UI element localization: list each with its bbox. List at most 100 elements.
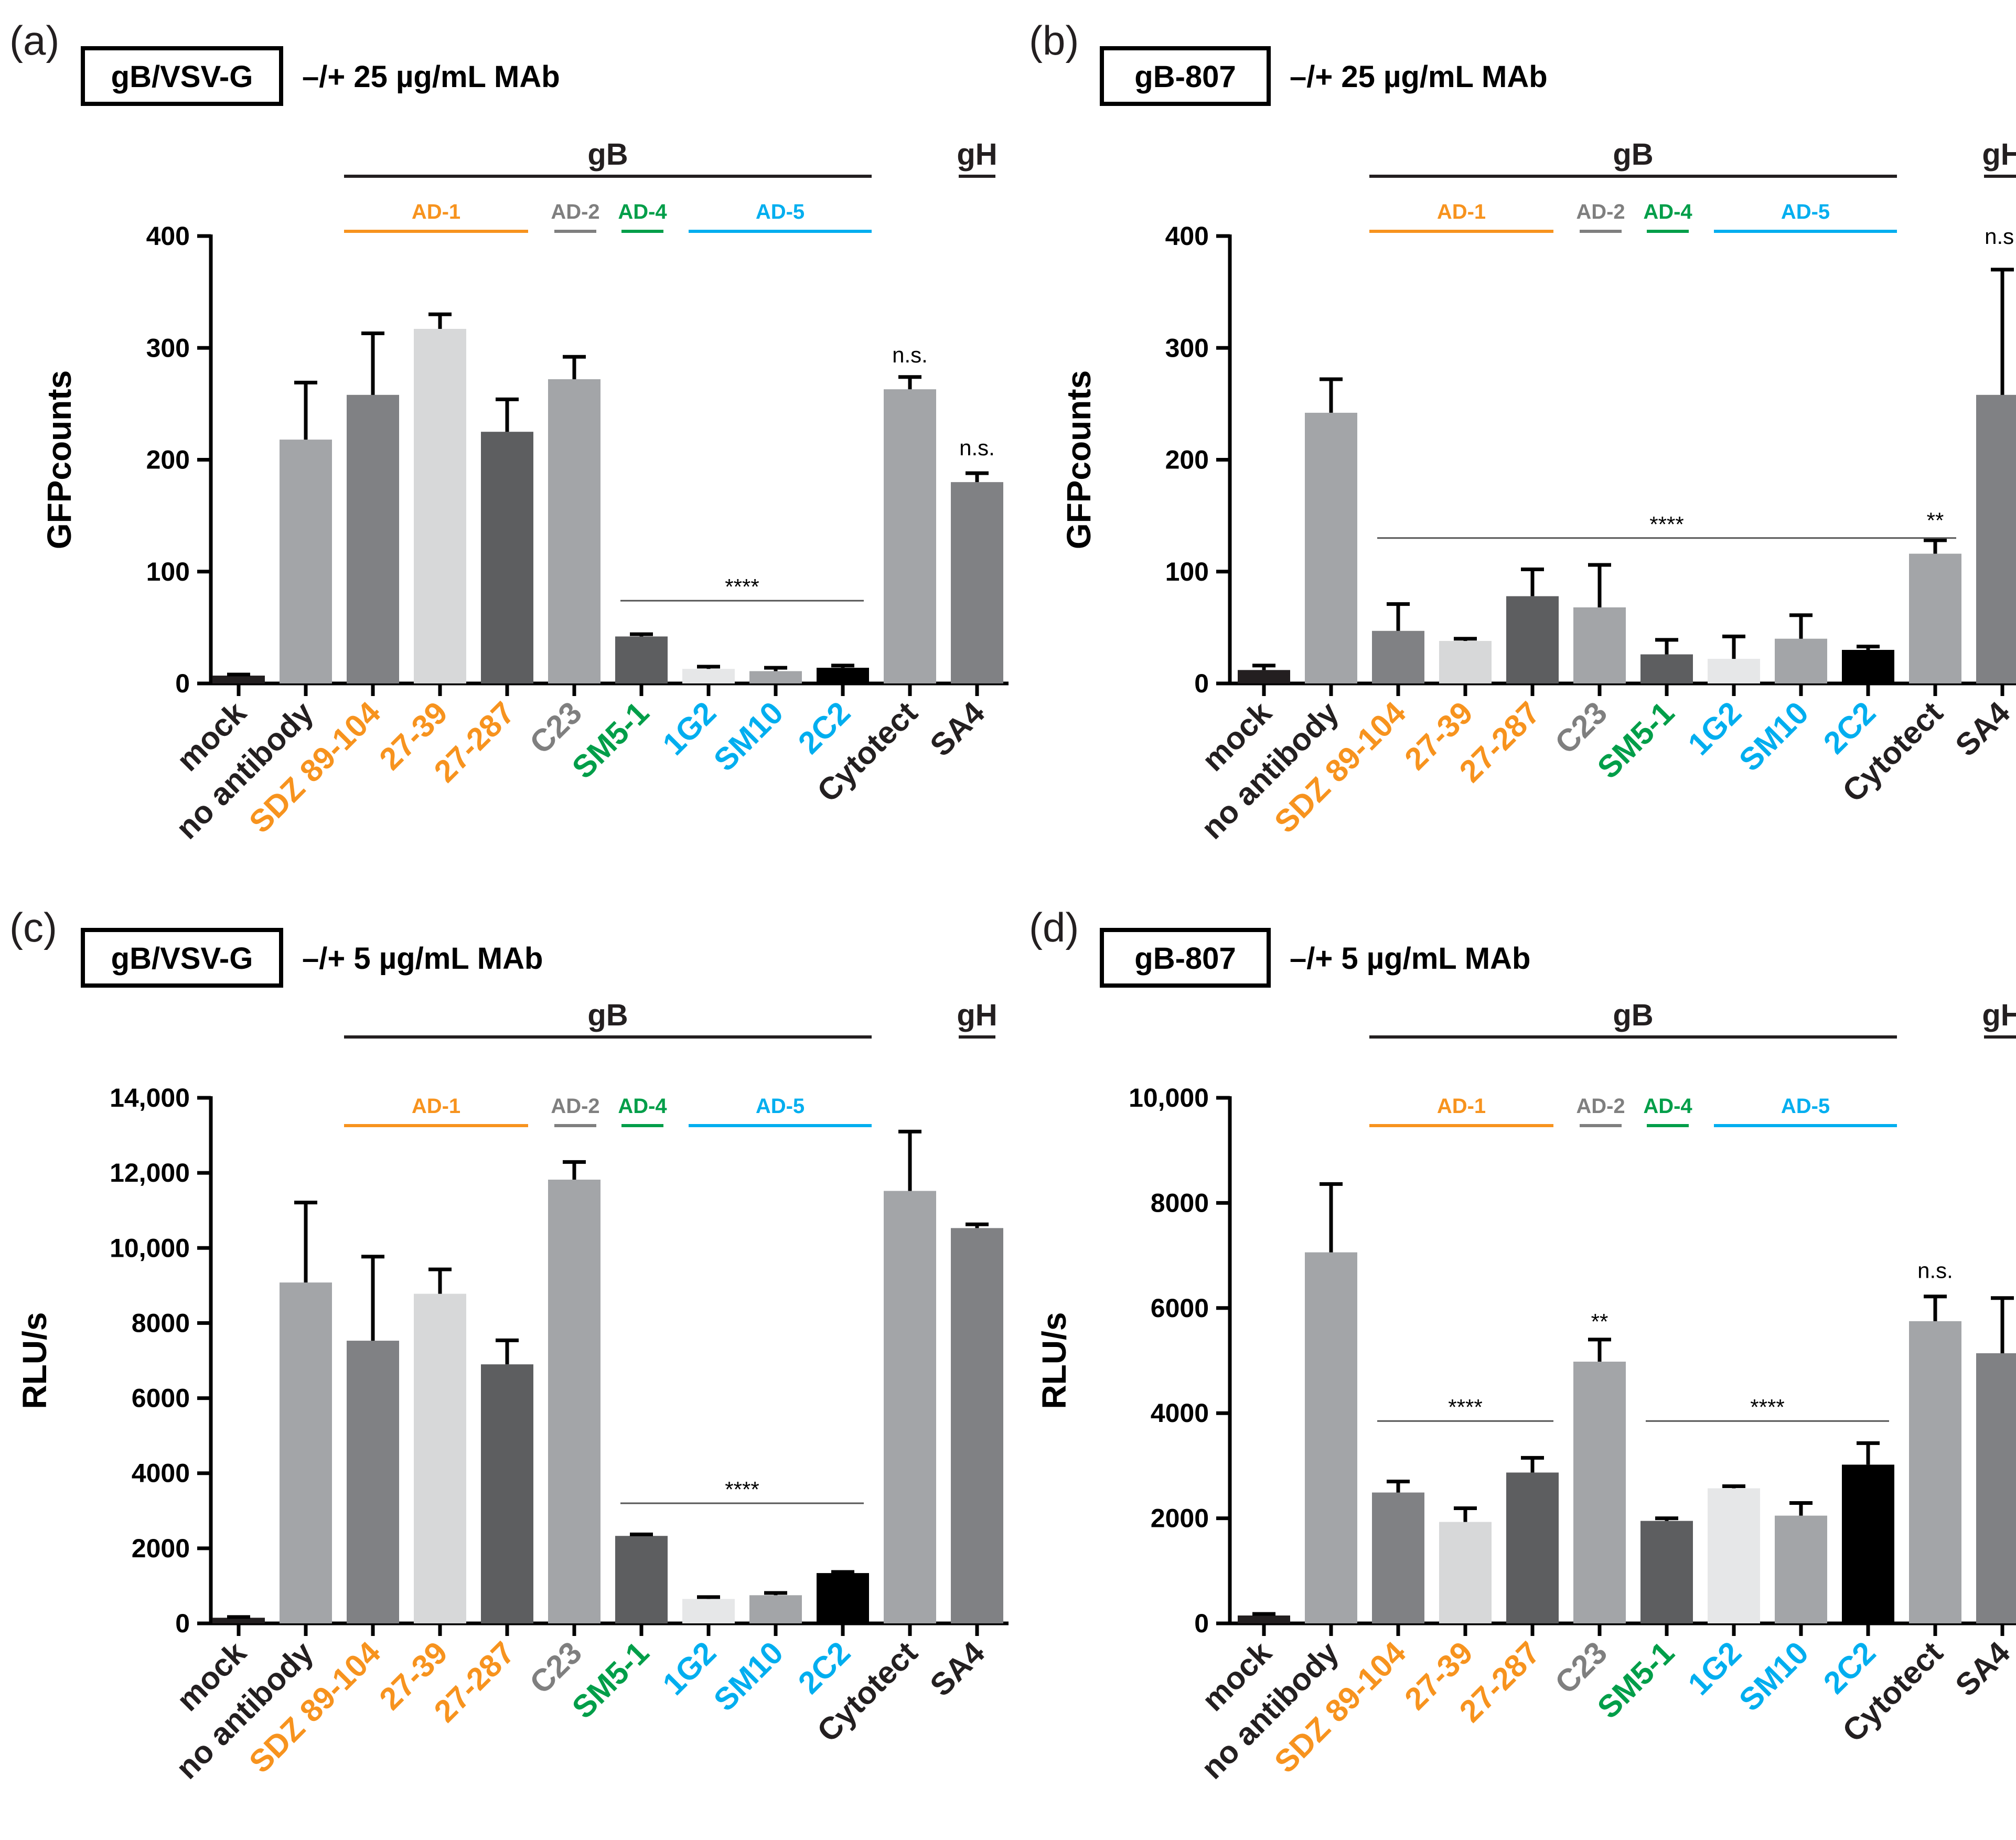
header-box (1100, 46, 1271, 106)
y-tick-label: 100 (146, 557, 190, 586)
x-tick-label-11: SA4 (1948, 694, 2016, 763)
bar-1 (280, 1282, 332, 1623)
domain-label-AD2: AD-2 (551, 1095, 599, 1118)
x-tick-label-6: SM5-1 (1591, 695, 1681, 785)
bar-8 (1775, 1515, 1827, 1623)
bar-6 (615, 636, 668, 683)
domain-label-AD2: AD-2 (551, 200, 599, 223)
x-tick-label-6: SM5-1 (565, 695, 656, 785)
bar-2 (1372, 1492, 1424, 1623)
bar-5 (548, 379, 600, 683)
significance-label: ** (1927, 508, 1944, 533)
panel-label: (d) (1029, 904, 1079, 950)
y-tick-label: 300 (146, 333, 190, 362)
condition-label: –/+ 25 µg/mL MAb (302, 60, 560, 94)
bar-11 (1976, 394, 2016, 683)
chart-panel-2: (c) gB/VSV-G –/+ 5 µg/mL MAb gB gH AD-1 AD-2 AD… (9, 904, 1009, 1786)
header-box-label: gB/VSV-G (111, 60, 253, 94)
x-tick-label-8: SM10 (1732, 695, 1815, 778)
domain-label-AD4: AD-4 (1643, 1095, 1692, 1118)
y-axis-title: RLU/s (1035, 1312, 1073, 1409)
bar-10 (1909, 553, 1961, 683)
y-tick-label: 10,000 (110, 1233, 190, 1263)
bar-0 (212, 676, 265, 683)
significance-label: **** (1750, 1395, 1784, 1419)
significance-label: n.s. (892, 343, 928, 367)
bar-7 (682, 669, 735, 683)
condition-label: –/+ 25 µg/mL MAb (1290, 60, 1548, 94)
x-tick-label-6: SM5-1 (1591, 1635, 1681, 1725)
domain-label-AD4: AD-4 (618, 200, 667, 223)
domain-label-AD1: AD-1 (1437, 200, 1486, 223)
bar-4 (481, 432, 533, 683)
y-tick-label: 400 (146, 221, 190, 251)
y-tick-label: 12,000 (110, 1158, 190, 1188)
chart-panel-3: (d) gB-807 –/+ 5 µg/mL MAb gB gH AD-1 AD-2 AD-4… (1029, 904, 2016, 1786)
bar-8 (749, 671, 802, 683)
x-tick-label-8: SM10 (707, 1635, 790, 1718)
bar-1 (1305, 1252, 1357, 1623)
domain-label-AD1: AD-1 (412, 1095, 460, 1118)
y-tick-label: 8000 (132, 1308, 190, 1338)
significance-label: **** (1649, 512, 1683, 537)
domain-label-AD4: AD-4 (1643, 200, 1692, 223)
significance-label: ** (1591, 1309, 1608, 1334)
chart-panel-1: (b) gB-807 –/+ 25 µg/mL MAb gB gH AD-1 AD-2 AD-… (1029, 17, 2016, 846)
significance-label: n.s. (1985, 224, 2016, 249)
bar-5 (548, 1180, 600, 1623)
bar-0 (1238, 1615, 1290, 1623)
bar-2 (347, 1341, 399, 1623)
condition-label: –/+ 5 µg/mL MAb (1290, 942, 1530, 976)
bar-11 (951, 482, 1003, 683)
bar-11 (1976, 1353, 2016, 1623)
significance-label: n.s. (959, 435, 995, 460)
bar-4 (1506, 596, 1559, 683)
y-axis-title: RLU/s (16, 1312, 53, 1409)
panel-label: (b) (1029, 17, 1079, 63)
header-box (81, 928, 283, 988)
bar-5 (1573, 1362, 1626, 1623)
bar-7 (1708, 659, 1760, 683)
gB-label: gB (1613, 998, 1653, 1032)
panel-label: (a) (9, 17, 59, 63)
x-tick-label-8: SM10 (707, 695, 790, 778)
domain-label-AD1: AD-1 (412, 200, 460, 223)
x-tick-label-11: SA4 (1948, 1634, 2016, 1703)
condition-label: –/+ 5 µg/mL MAb (302, 942, 543, 976)
domain-label-AD2: AD-2 (1576, 200, 1625, 223)
y-tick-label: 200 (1165, 445, 1209, 475)
bar-2 (1372, 630, 1424, 683)
y-tick-label: 0 (1194, 669, 1209, 698)
bar-1 (1305, 412, 1357, 683)
bar-10 (884, 1191, 936, 1623)
y-tick-label: 6000 (132, 1384, 190, 1413)
significance-label: **** (1448, 1395, 1482, 1419)
bar-6 (615, 1536, 668, 1623)
bar-9 (1842, 650, 1894, 683)
bar-3 (414, 1293, 466, 1623)
bar-9 (1842, 1464, 1894, 1623)
bar-9 (817, 1573, 869, 1623)
bar-3 (1439, 640, 1492, 683)
y-tick-label: 10,000 (1129, 1083, 1209, 1112)
header-box (1100, 928, 1271, 988)
gB-label: gB (587, 998, 628, 1032)
domain-label-AD5: AD-5 (1781, 1095, 1830, 1118)
y-tick-label: 4000 (1151, 1398, 1209, 1428)
gH-label: gH (957, 137, 997, 172)
x-tick-label-8: SM10 (1732, 1635, 1815, 1718)
x-tick-label-11: SA4 (923, 694, 991, 763)
panel-label: (c) (9, 904, 57, 950)
significance-label: n.s. (1917, 1258, 1953, 1283)
domain-label-AD5: AD-5 (756, 200, 805, 223)
header-box-label: gB-807 (1134, 60, 1236, 94)
x-tick-label-11: SA4 (923, 1634, 991, 1703)
bar-3 (414, 328, 466, 683)
header-box-label: gB/VSV-G (111, 942, 253, 976)
bar-8 (749, 1595, 802, 1623)
y-tick-label: 400 (1165, 221, 1209, 251)
bar-10 (1909, 1321, 1961, 1623)
header-box-label: gB-807 (1134, 942, 1236, 976)
domain-label-AD4: AD-4 (618, 1095, 667, 1118)
